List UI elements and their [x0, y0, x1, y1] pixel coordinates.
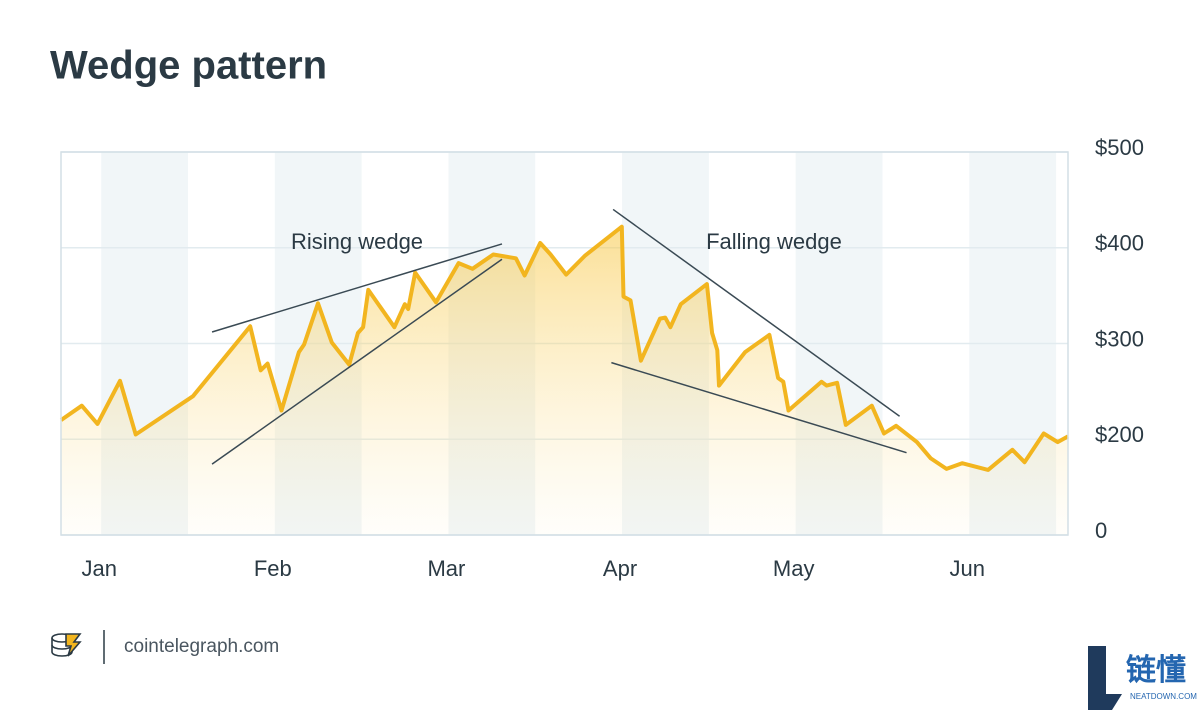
trend-line [612, 208, 901, 417]
trend-label: Rising wedge [291, 229, 423, 254]
x-tick-label: Apr [603, 556, 637, 581]
x-tick-label: Feb [254, 556, 292, 581]
watermark-text: 链懂 [1126, 653, 1186, 687]
y-tick-label: $300 [1095, 326, 1144, 351]
trend-line [211, 258, 503, 465]
trend-label: Falling wedge [706, 229, 842, 254]
y-tick-label: 0 [1095, 518, 1107, 543]
x-tick-label: Jan [81, 556, 116, 581]
trend-line [611, 361, 907, 454]
x-tick-label: Mar [427, 556, 465, 581]
source-text: cointelegraph.com [124, 636, 279, 657]
trend-line [211, 243, 503, 333]
source-logo [51, 633, 82, 657]
plot-border [60, 151, 1069, 536]
watermark-logo [1088, 646, 1122, 710]
y-tick-label: $200 [1095, 422, 1144, 447]
y-tick-label: $500 [1095, 135, 1144, 160]
x-tick-label: Jun [950, 556, 985, 581]
line [59, 224, 1069, 472]
area [61, 226, 1068, 535]
y-tick-label: $400 [1095, 231, 1144, 256]
chart-title: Wedge pattern [50, 44, 327, 88]
x-tick-label: May [773, 556, 815, 581]
watermark-subtext: NEATDOWN.COM [1130, 692, 1197, 701]
